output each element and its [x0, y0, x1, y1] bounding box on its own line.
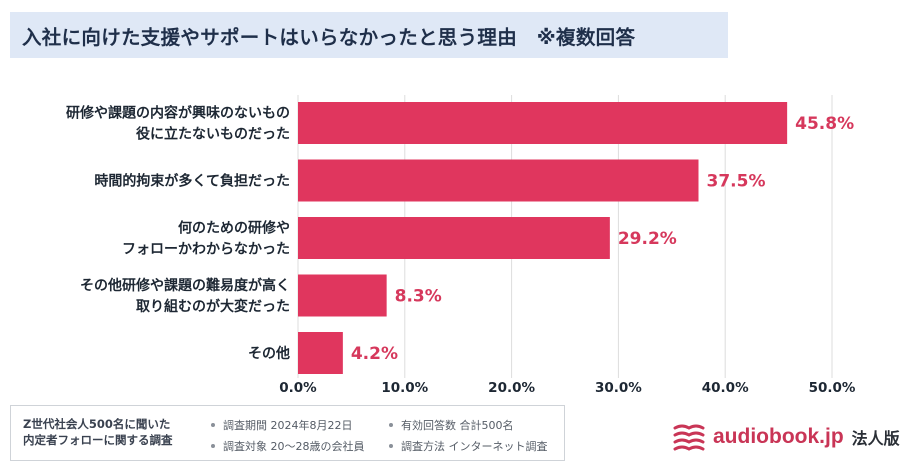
- x-axis-ticks: 0.0% 10.0% 20.0% 30.0% 40.0% 50.0%: [279, 380, 856, 396]
- category-label-line: 研修や課題の内容が興味のないもの: [66, 105, 290, 122]
- category-label-line: 何のための研修や: [178, 220, 290, 237]
- value-label: 29.2%: [618, 229, 677, 249]
- category-label-line: フォローかわからなかった: [122, 242, 290, 258]
- x-tick-label: 40.0%: [702, 380, 749, 396]
- category-label-line: 取り組むのが大変だった: [136, 298, 290, 315]
- brand-logo: audiobook.jp 法人版: [673, 421, 900, 453]
- survey-item-count: 有効回答数 合計500名: [389, 417, 514, 433]
- survey-item-period: 調査期間 2024年8月22日: [211, 417, 353, 433]
- category-label: その他研修や課題の難易度が高く取り組むのが大変だった: [80, 277, 290, 315]
- x-tick-label: 50.0%: [809, 380, 856, 396]
- category-label-line: その他研修や課題の難易度が高く: [80, 277, 290, 294]
- category-label: その他: [248, 345, 290, 362]
- bar-chart: 45.8% 研修や課題の内容が興味のないもの役に立たないものだった 37.5% 時間的…: [66, 95, 856, 396]
- value-label: 8.3%: [395, 287, 442, 307]
- category-label-line: 役に立たないものだった: [136, 126, 290, 143]
- bar: [298, 332, 343, 374]
- book-stack-icon: [673, 424, 705, 451]
- x-tick-label: 0.0%: [279, 380, 317, 396]
- category-label-line: その他: [248, 345, 290, 362]
- title-band: [10, 12, 728, 58]
- category-label: 時間的拘束が多くて負担だった: [94, 173, 290, 190]
- survey-item-method: 調査方法 インターネット調査: [389, 438, 548, 454]
- survey-item-target: 調査対象 20～28歳の会社員: [211, 438, 365, 454]
- bars: [298, 102, 788, 374]
- x-tick-label: 20.0%: [488, 380, 535, 396]
- value-label: 4.2%: [351, 344, 398, 364]
- x-tick-label: 10.0%: [381, 380, 428, 396]
- category-label: 何のための研修やフォローかわからなかった: [122, 220, 290, 258]
- survey-title: Z世代社会人500名に聞いた 内定者フォローに関する調査: [23, 416, 173, 448]
- brand-suffix: 法人版: [851, 429, 900, 448]
- category-label: 研修や課題の内容が興味のないもの役に立たないものだった: [66, 105, 290, 143]
- category-label-line: 時間的拘束が多くて負担だった: [94, 173, 290, 190]
- labels: 45.8% 研修や課題の内容が興味のないもの役に立たないものだった 37.5% 時間的…: [66, 105, 854, 365]
- bar: [298, 102, 788, 144]
- survey-title-line-2: 内定者フォローに関する調査: [23, 433, 173, 447]
- survey-info-box: Z世代社会人500名に聞いた 内定者フォローに関する調査 調査期間 2024年8…: [10, 405, 565, 461]
- chart-title: 入社に向けた支援やサポートはいらなかったと思う理由 ※複数回答: [22, 26, 636, 49]
- bar: [298, 217, 610, 259]
- bar: [298, 159, 699, 202]
- survey-title-line-1: Z世代社会人500名に聞いた: [23, 417, 171, 431]
- value-label: 45.8%: [795, 114, 854, 134]
- brand-name: audiobook.jp: [713, 425, 844, 448]
- x-tick-label: 30.0%: [595, 380, 642, 396]
- value-label: 37.5%: [707, 172, 766, 192]
- bar: [298, 274, 387, 317]
